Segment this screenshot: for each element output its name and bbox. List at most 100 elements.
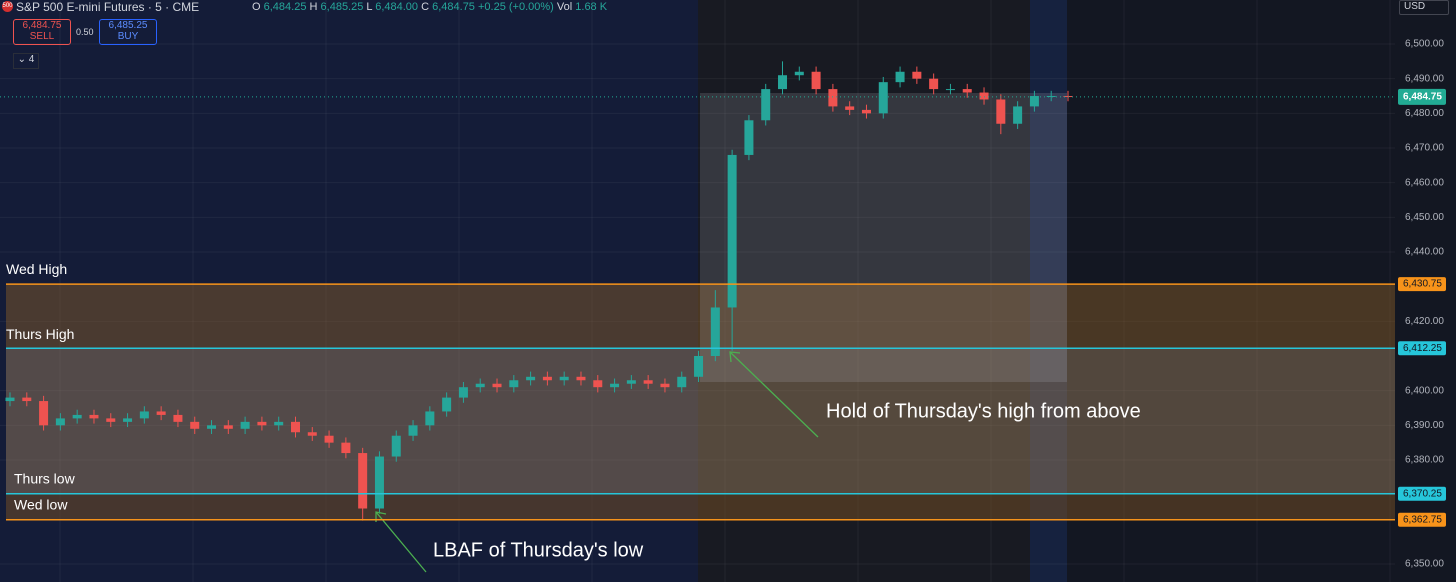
arrow: [729, 351, 819, 438]
level-tag: [1398, 512, 1446, 527]
candle-body: [324, 435, 334, 443]
ohlc-value: 6,484.25: [263, 1, 307, 13]
candle-body: [811, 71, 821, 90]
level-tag-label: 6,412.25: [1403, 343, 1442, 354]
candle-body: [996, 99, 1006, 124]
candle-body: [89, 414, 99, 419]
y-tick-label: 6,400.00: [1405, 385, 1444, 396]
level-tag-label: 6,362.75: [1403, 514, 1442, 525]
range-box: [700, 93, 1067, 382]
candle-body: [929, 78, 939, 90]
y-tick-label: 6,500.00: [1405, 39, 1444, 50]
candle-body: [845, 106, 855, 110]
candle-body: [526, 376, 536, 381]
v-grid: [0, 0, 1395, 582]
candle-body: [962, 89, 972, 93]
candle-body: [878, 82, 888, 114]
currency: USD: [1404, 1, 1426, 12]
buy-button[interactable]: 6,485.25 BUY: [99, 19, 157, 45]
candle-body: [509, 380, 519, 388]
candle-body: [358, 453, 368, 509]
sell-button[interactable]: 6,484.75 SELL: [13, 19, 71, 45]
candle-body: [307, 432, 317, 436]
currency-select[interactable]: USD: [1399, 0, 1449, 15]
candle-body: [475, 383, 485, 388]
candle-body: [576, 376, 586, 381]
candle-body: [240, 421, 250, 429]
candle-body: [55, 418, 65, 426]
level-tag: [1398, 341, 1446, 356]
y-tick-label: 6,350.00: [1405, 559, 1444, 570]
candle-body: [1029, 96, 1039, 107]
candle-body: [408, 425, 418, 436]
level-name: Thurs High: [6, 326, 74, 342]
symbol[interactable]: S&P 500 E-mini Futures · 5 · CME: [16, 0, 200, 14]
candle-body: [106, 418, 116, 422]
sell-label: SELL: [29, 31, 55, 42]
candle-body: [341, 442, 351, 454]
candle-body: [72, 414, 82, 419]
ohlc-value: 6,484.00: [375, 1, 419, 13]
candle-body: [290, 421, 300, 433]
candle-body: [727, 154, 737, 308]
indicator-count: 4: [28, 54, 35, 65]
y-tick-label: 6,470.00: [1405, 143, 1444, 154]
y-tick-label: 6,460.00: [1405, 177, 1444, 188]
y-tick-label: 6,390.00: [1405, 420, 1444, 431]
candle-body: [257, 421, 267, 426]
candle-body: [22, 397, 32, 402]
candle-body: [1046, 96, 1056, 98]
y-tick-label: 6,490.00: [1405, 73, 1444, 84]
candle-body: [593, 380, 603, 388]
candle-body: [1013, 106, 1023, 124]
ohlc-label: O: [252, 1, 261, 13]
level-tag-label: 6,430.75: [1403, 279, 1442, 290]
candle-body: [610, 383, 620, 388]
y-tick-label: 6,450.00: [1405, 212, 1444, 223]
candle-body: [677, 376, 687, 388]
annotation: LBAF of Thursday's low: [433, 539, 644, 561]
arrow-head: [729, 351, 741, 363]
indicators-toggle[interactable]: ⌄ 4: [13, 53, 39, 69]
candle-body: [5, 397, 15, 402]
spread: 0.50: [76, 27, 94, 37]
y-tick-label: 6,380.00: [1405, 455, 1444, 466]
candle-body: [912, 71, 922, 79]
candle-body: [425, 411, 435, 426]
y-tick-label: 6,440.00: [1405, 247, 1444, 258]
ohlc-label: C: [421, 1, 430, 13]
sell-price: 6,484.75: [22, 20, 62, 31]
candle-body: [626, 380, 636, 384]
candle-body: [173, 414, 183, 422]
candle-body: [778, 75, 788, 90]
last-price-tag: [1398, 88, 1446, 105]
ohlc-label: H: [309, 1, 318, 13]
candle-body: [744, 120, 754, 155]
candle-body: [39, 401, 49, 426]
candle-body: [979, 92, 989, 100]
candle-body: [794, 71, 804, 76]
arrows: [375, 351, 819, 573]
level-tag: [1398, 486, 1446, 501]
zone: [6, 493, 1395, 520]
change: +0.25 (+0.00%): [478, 1, 554, 13]
candle-body: [559, 376, 569, 381]
candle-body: [274, 421, 284, 426]
candle-body: [492, 383, 502, 388]
ohlc-value: 6,485.25: [320, 1, 364, 13]
candle-body: [643, 380, 653, 384]
level-name: Wed low: [14, 496, 68, 512]
last-price-label: 6,484.75: [1403, 92, 1442, 103]
buy-label: BUY: [117, 31, 139, 42]
candle-body: [828, 89, 838, 107]
candle-body: [542, 376, 552, 381]
candle-body: [660, 383, 670, 388]
candle-body: [223, 425, 233, 429]
candle-body: [710, 307, 720, 356]
y-tick-label: 6,420.00: [1405, 316, 1444, 327]
candle-body: [156, 411, 166, 415]
candle-body: [458, 387, 468, 398]
level-name: Wed High: [6, 261, 67, 277]
